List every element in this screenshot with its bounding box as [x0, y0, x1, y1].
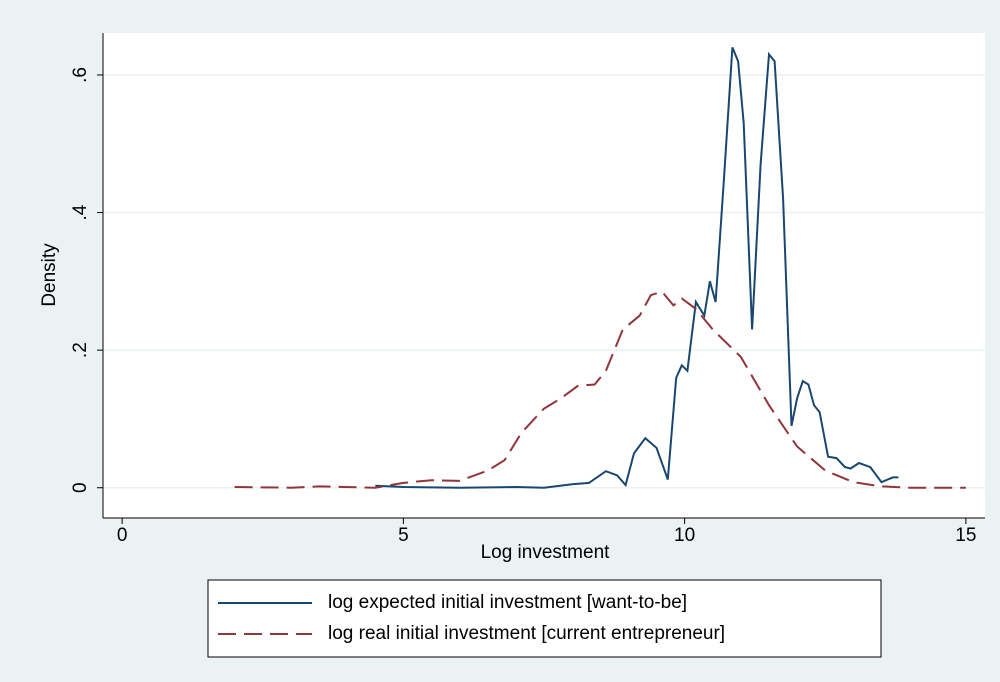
- legend-label: log real initial investment [current ent…: [328, 623, 725, 644]
- density-line: [234, 290, 966, 489]
- y-tick-label: 0: [70, 482, 91, 493]
- y-tick-label: .6: [70, 67, 91, 83]
- x-tick-label: 10: [674, 525, 695, 546]
- x-axis-title: Log investment: [481, 542, 611, 563]
- x-tick-label: 5: [398, 525, 409, 546]
- x-tick-label: 15: [955, 525, 976, 546]
- y-tick-label: .2: [70, 342, 91, 358]
- plot-area: [103, 33, 985, 518]
- x-tick-label: 0: [117, 525, 128, 546]
- y-tick-label: .4: [70, 204, 91, 220]
- legend: [207, 579, 882, 658]
- y-axis-title: Density: [39, 243, 60, 307]
- density-line: [375, 47, 899, 489]
- legend-label: log expected initial investment [want-to…: [328, 592, 687, 613]
